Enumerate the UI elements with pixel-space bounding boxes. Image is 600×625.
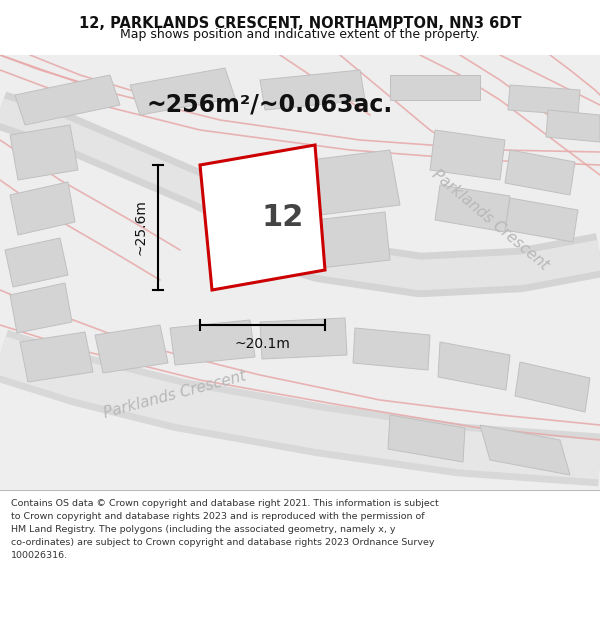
Polygon shape bbox=[10, 283, 72, 333]
Polygon shape bbox=[170, 320, 255, 365]
Polygon shape bbox=[390, 75, 480, 100]
Polygon shape bbox=[315, 212, 390, 268]
Polygon shape bbox=[20, 332, 93, 382]
Text: Map shows position and indicative extent of the property.: Map shows position and indicative extent… bbox=[120, 28, 480, 41]
Polygon shape bbox=[388, 415, 465, 462]
Polygon shape bbox=[5, 238, 68, 287]
Text: ~256m²/~0.063ac.: ~256m²/~0.063ac. bbox=[147, 93, 393, 117]
Text: Contains OS data © Crown copyright and database right 2021. This information is : Contains OS data © Crown copyright and d… bbox=[11, 499, 439, 560]
Polygon shape bbox=[10, 125, 78, 180]
Polygon shape bbox=[353, 328, 430, 370]
Polygon shape bbox=[310, 150, 400, 215]
Polygon shape bbox=[260, 70, 365, 110]
Text: 12, PARKLANDS CRESCENT, NORTHAMPTON, NN3 6DT: 12, PARKLANDS CRESCENT, NORTHAMPTON, NN3… bbox=[79, 16, 521, 31]
Polygon shape bbox=[505, 198, 578, 242]
Polygon shape bbox=[435, 185, 510, 232]
Polygon shape bbox=[10, 182, 75, 235]
Polygon shape bbox=[430, 130, 505, 180]
Polygon shape bbox=[515, 362, 590, 412]
Polygon shape bbox=[438, 342, 510, 390]
Polygon shape bbox=[546, 110, 600, 142]
Polygon shape bbox=[15, 75, 120, 125]
Text: ~25.6m: ~25.6m bbox=[134, 199, 148, 256]
Polygon shape bbox=[260, 318, 347, 359]
Polygon shape bbox=[480, 425, 570, 475]
Polygon shape bbox=[505, 150, 575, 195]
Text: ~20.1m: ~20.1m bbox=[235, 337, 290, 351]
Polygon shape bbox=[200, 145, 325, 290]
Text: Parklands Crescent: Parklands Crescent bbox=[429, 167, 551, 273]
Polygon shape bbox=[508, 85, 580, 115]
Text: 12: 12 bbox=[262, 203, 304, 232]
Polygon shape bbox=[130, 68, 235, 115]
Polygon shape bbox=[95, 325, 168, 373]
Text: Parklands Crescent: Parklands Crescent bbox=[102, 369, 248, 421]
